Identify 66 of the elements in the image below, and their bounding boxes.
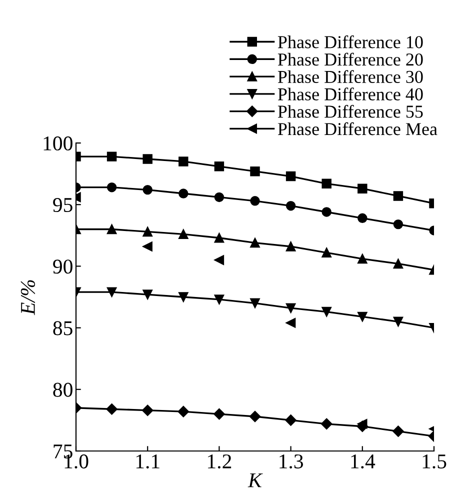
point [322, 248, 332, 258]
point [106, 224, 117, 234]
point [250, 166, 260, 176]
y-tick-label: 100 [44, 136, 72, 150]
legend-label: Phase Difference 55 [278, 104, 423, 118]
x-tick-label: 1.5 [422, 454, 446, 469]
point [106, 152, 117, 162]
point [286, 303, 296, 313]
point [393, 191, 404, 201]
point [358, 254, 368, 264]
point [249, 410, 261, 422]
point [214, 192, 224, 202]
point [214, 233, 224, 243]
point [214, 162, 224, 172]
legend-label: Phase Difference 10 [278, 35, 423, 48]
point [214, 408, 225, 420]
y-axis-title: E/% [20, 280, 36, 316]
legend-label: Phase Difference Mea [278, 122, 438, 136]
point [358, 213, 368, 224]
point [393, 219, 404, 230]
x-tick-label: 1.2 [208, 454, 232, 469]
point [393, 316, 404, 326]
x-tick-label: 1.1 [136, 454, 160, 469]
point [178, 156, 188, 166]
point [250, 298, 260, 308]
point [178, 229, 188, 240]
y-tick-label: 95 [53, 198, 72, 212]
point [393, 258, 404, 269]
point [358, 312, 368, 322]
y-tick-label: 90 [53, 260, 72, 274]
point [322, 207, 332, 217]
x-axis-title: K [248, 473, 263, 488]
point [358, 184, 368, 194]
point [358, 419, 368, 429]
point [106, 404, 118, 415]
point [142, 226, 152, 237]
x-tick-label: 1.3 [280, 454, 304, 469]
point [142, 290, 152, 300]
point [286, 242, 296, 252]
point [142, 154, 152, 164]
legend-label: Phase Difference 30 [278, 70, 423, 84]
point [250, 196, 260, 206]
point [178, 188, 188, 198]
point [286, 318, 296, 328]
point [320, 418, 332, 430]
point [142, 184, 152, 195]
point [322, 178, 332, 189]
point [106, 182, 117, 192]
point [142, 242, 152, 252]
point [392, 426, 404, 437]
point [142, 404, 154, 416]
y-tick-label: 85 [53, 321, 72, 336]
point [214, 294, 224, 304]
point [106, 287, 117, 297]
point [286, 200, 296, 211]
legend-label: Phase Difference 40 [278, 88, 423, 100]
point [285, 414, 296, 426]
point [322, 306, 332, 317]
point [214, 255, 224, 265]
y-tick-label: 80 [53, 382, 72, 397]
point [250, 238, 260, 248]
legend-label: Phase Difference 20 [278, 52, 423, 66]
point [286, 171, 296, 182]
x-tick-label: 1.4 [351, 454, 376, 469]
point [178, 406, 190, 418]
point [178, 292, 188, 302]
